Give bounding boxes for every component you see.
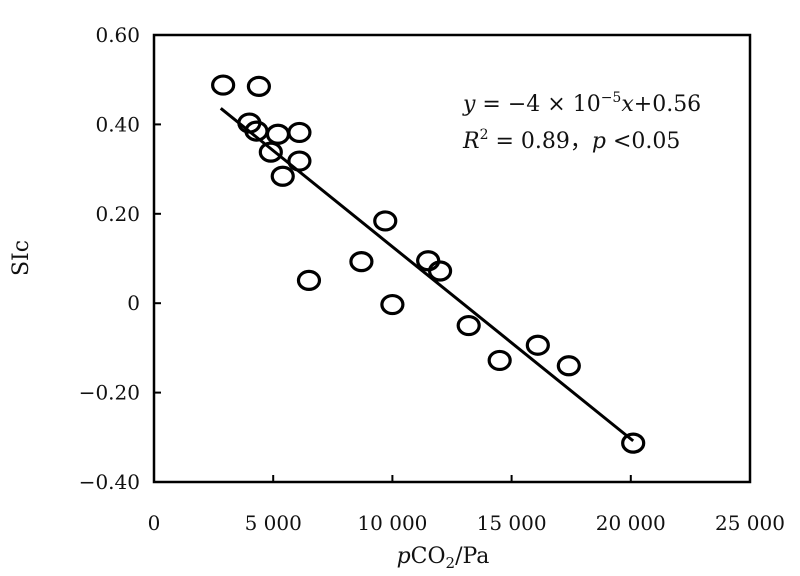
x-tick-label: 20 000	[596, 511, 666, 535]
x-tick-label: 0	[148, 511, 161, 535]
x-axis-title-sub: 2	[446, 554, 456, 572]
y-tick-label: −0.20	[79, 381, 140, 405]
data-point	[265, 123, 291, 145]
y-axis-ticks: 0.60 0.40 0.20 0 −0.20 −0.40	[79, 23, 161, 494]
x-tick-label: 5 000	[245, 511, 302, 535]
data-point	[380, 293, 405, 316]
data-point	[373, 210, 398, 232]
data-point	[246, 75, 271, 98]
eq-body: = −4 × 10	[475, 92, 600, 117]
y-tick-label: 0.40	[95, 112, 140, 136]
data-point	[427, 260, 453, 282]
data-points	[211, 74, 646, 454]
data-point	[296, 269, 322, 292]
data-point	[258, 141, 283, 163]
stats-r-val: = 0.89，	[489, 129, 592, 154]
data-point	[287, 121, 312, 144]
eq-exp: −5	[601, 90, 622, 106]
stats-r: R	[462, 129, 480, 154]
data-point	[456, 314, 481, 337]
data-point	[525, 334, 550, 356]
x-tick-label: 10 000	[357, 511, 427, 535]
stats-p-val: <0.05	[606, 129, 680, 154]
x-tick-label: 15 000	[477, 511, 547, 535]
x-axis-ticks: 0 5 000 10 000 15 000 20 000 25 000	[148, 475, 785, 535]
y-tick-label: 0.20	[95, 202, 140, 226]
eq-y: y	[462, 92, 476, 117]
data-point	[556, 355, 581, 377]
x-tick-label: 25 000	[715, 511, 785, 535]
data-point	[349, 251, 374, 273]
x-axis-title-main: CO	[411, 544, 446, 569]
x-axis-title-italic: p	[397, 544, 411, 569]
data-point	[287, 150, 312, 172]
y-tick-label: 0.60	[95, 23, 140, 47]
y-axis-title: SIc	[9, 240, 34, 276]
data-point	[211, 74, 236, 96]
y-tick-label: −0.40	[79, 470, 140, 494]
equation-annotation: y = −4 × 10−5x+0.56	[462, 90, 701, 117]
regression-line	[219, 107, 635, 443]
stats-r-exp: 2	[480, 127, 489, 143]
stats-p: p	[592, 129, 606, 154]
eq-rest: +0.56	[634, 92, 701, 117]
x-axis-title: pCO2/Pa	[397, 544, 490, 572]
data-point	[270, 165, 295, 187]
data-point	[621, 432, 646, 454]
data-point	[416, 250, 441, 272]
stats-annotation: R2 = 0.89，p <0.05	[462, 127, 680, 154]
eq-x: x	[621, 92, 634, 117]
x-axis-title-unit: /Pa	[455, 544, 489, 569]
plot-frame	[152, 33, 752, 484]
y-tick-label: 0	[127, 291, 140, 315]
data-point	[487, 349, 512, 372]
